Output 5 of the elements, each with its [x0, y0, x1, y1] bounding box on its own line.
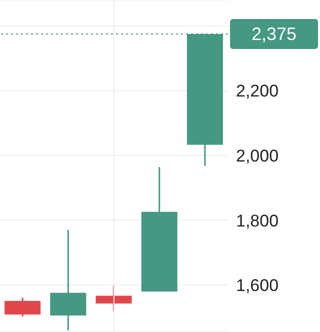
- ref-line-label: 2,375: [251, 24, 297, 44]
- y-tick-label: 2,000: [236, 146, 279, 166]
- y-tick-label: 1,800: [236, 211, 279, 230]
- y-tick-label: 1,600: [236, 276, 279, 296]
- y-tick-label: 2,200: [236, 82, 279, 101]
